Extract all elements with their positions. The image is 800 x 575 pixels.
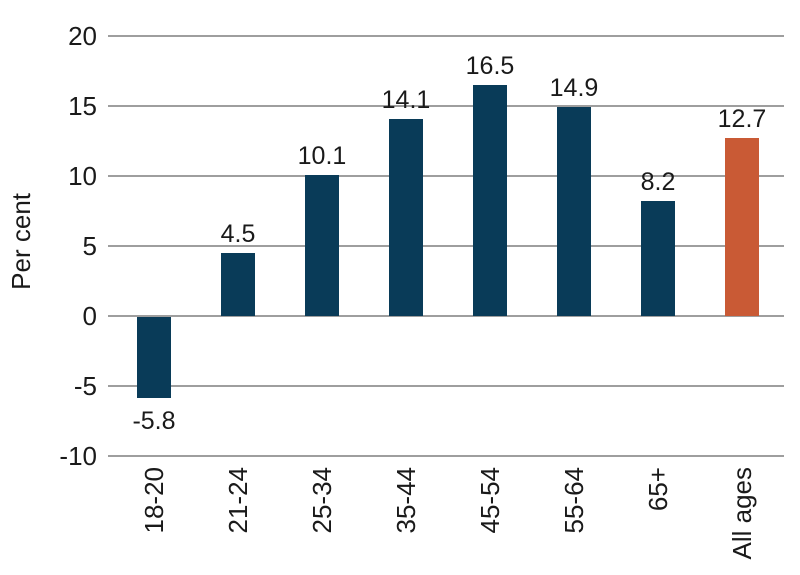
bar xyxy=(305,174,339,316)
x-axis-tick-label: 21-24 xyxy=(223,467,253,534)
y-axis-tick-label: 5 xyxy=(82,231,97,261)
bar xyxy=(473,85,507,316)
bar-value-label: 14.1 xyxy=(381,85,431,114)
y-axis-tick-label: 0 xyxy=(82,301,97,331)
y-axis-tick-label: -10 xyxy=(59,441,97,471)
gridline xyxy=(108,245,784,247)
x-axis-tick-label: 55-64 xyxy=(559,467,589,534)
bar-value-label: 14.9 xyxy=(549,74,599,103)
y-axis-tick-label: -5 xyxy=(73,371,97,401)
bar xyxy=(137,317,171,399)
gridline xyxy=(108,315,784,317)
bar-value-label: 16.5 xyxy=(465,52,515,80)
bar xyxy=(221,253,255,316)
bar-value-label: -5.8 xyxy=(132,407,176,436)
bar xyxy=(725,138,759,316)
gridline xyxy=(108,35,784,37)
gridline xyxy=(108,455,784,457)
y-axis-tick-label: 10 xyxy=(68,161,97,191)
x-axis-tick-label: 25-34 xyxy=(307,467,337,534)
bar-value-label: 8.2 xyxy=(640,168,676,197)
x-axis-tick-label: 65+ xyxy=(643,467,673,512)
x-axis-tick-label: 18-20 xyxy=(139,467,169,534)
bar xyxy=(389,118,423,316)
bar xyxy=(641,201,675,316)
bar-value-label: 12.7 xyxy=(717,105,767,134)
y-axis-tick-label: 20 xyxy=(68,21,97,51)
gridline xyxy=(108,105,784,107)
x-axis-tick-label: 35-44 xyxy=(391,467,421,534)
y-axis-tick-label: 15 xyxy=(68,91,97,121)
bar xyxy=(557,107,591,316)
gridline xyxy=(108,385,784,387)
bar-value-label: 4.5 xyxy=(220,220,256,248)
x-axis-tick-label: 45-54 xyxy=(475,467,505,534)
x-axis-tick-label: All ages xyxy=(727,467,757,560)
bar-value-label: 10.1 xyxy=(297,141,347,170)
gridline xyxy=(108,175,784,177)
